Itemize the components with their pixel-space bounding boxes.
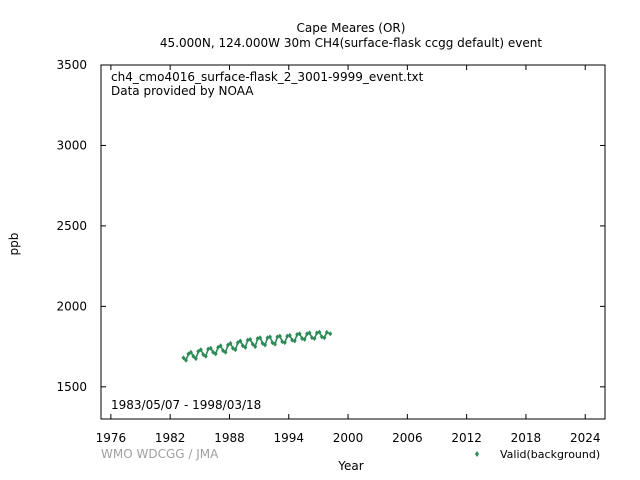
x-tick-label: 1976 (96, 431, 127, 445)
x-axis-label: Year (337, 459, 363, 473)
y-tick-label: 2000 (56, 299, 87, 313)
data-point (328, 331, 333, 337)
credit-label: WMO WDCGG / JMA (101, 447, 219, 461)
x-tick-label: 1982 (155, 431, 186, 445)
date-range-label: 1983/05/07 - 1998/03/18 (111, 398, 261, 412)
chart-title: Cape Meares (OR) (297, 21, 406, 35)
provider-label: Data provided by NOAA (111, 84, 254, 98)
y-tick-label: 3500 (56, 58, 87, 72)
plot-area-frame (100, 64, 606, 420)
y-axis-label: ppb (7, 233, 21, 256)
y-tick-label: 3000 (56, 138, 87, 152)
y-axis: 1500 2000 2500 3000 3500 (56, 58, 605, 394)
y-tick-label: 1500 (56, 380, 87, 394)
chart-subtitle: 45.000N, 124.000W 30m CH4(surface-flask … (160, 36, 542, 50)
x-tick-label: 2024 (570, 431, 601, 445)
file-label: ch4_cmo4016_surface-flask_2_3001-9999_ev… (111, 70, 424, 84)
series-valid-background (181, 329, 333, 363)
legend-marker-icon (475, 451, 479, 457)
x-axis: 1976 1982 1988 1994 2000 2006 2012 2018 2024 (96, 65, 601, 445)
legend-label: Valid(background) (500, 448, 600, 461)
x-tick-label: 1994 (273, 431, 304, 445)
x-tick-label: 2012 (451, 431, 482, 445)
x-tick-label: 1988 (214, 431, 245, 445)
x-tick-label: 2018 (511, 431, 542, 445)
x-tick-label: 2000 (333, 431, 364, 445)
y-tick-label: 2500 (56, 219, 87, 233)
x-tick-label: 2006 (392, 431, 423, 445)
